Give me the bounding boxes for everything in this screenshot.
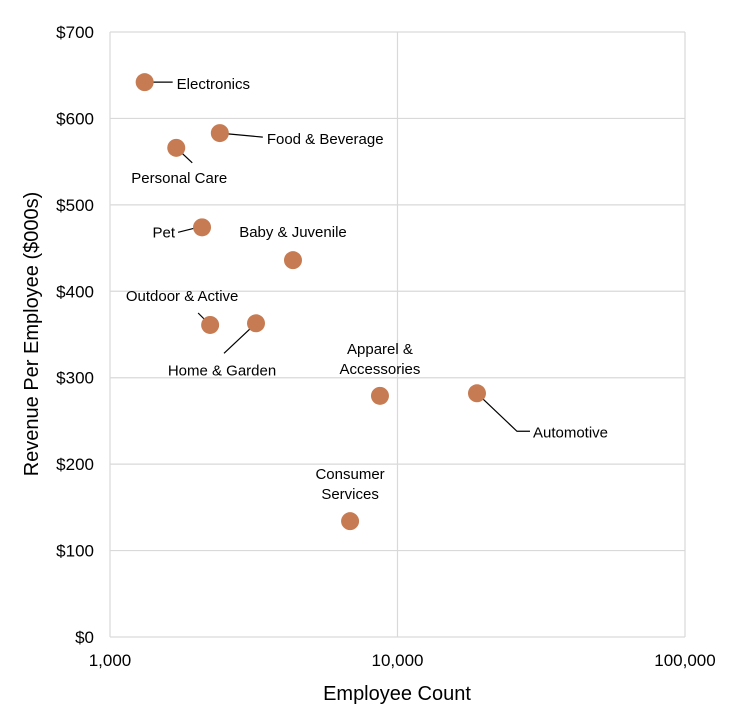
x-tick-label: 100,000 <box>654 651 715 670</box>
data-label: Baby & Juvenile <box>239 224 347 241</box>
data-label: Food & Beverage <box>267 131 384 148</box>
data-point <box>467 384 486 403</box>
y-tick-label: $100 <box>56 542 94 561</box>
y-tick-label: $600 <box>56 109 94 128</box>
data-label: Automotive <box>533 424 608 441</box>
data-label: Consumer Services <box>315 466 384 503</box>
leader-line <box>476 392 530 432</box>
data-label: Apparel & Accessories <box>340 341 421 378</box>
data-label: Electronics <box>177 76 250 93</box>
x-tick-label: 10,000 <box>372 651 424 670</box>
y-tick-label: $400 <box>56 282 94 301</box>
data-label: Pet <box>153 224 176 241</box>
data-point <box>167 138 186 157</box>
data-point <box>341 512 360 531</box>
y-tick-label: $300 <box>56 369 94 388</box>
data-point <box>193 218 212 237</box>
x-tick-label: 1,000 <box>89 651 132 670</box>
data-point <box>201 315 220 334</box>
y-axis-ticks: $0 $100 $200 $300 $400 $500 $600 $700 <box>56 23 94 647</box>
x-axis-ticks: 1,000 10,000 100,000 <box>89 651 716 670</box>
data-labels: Electronics Food & Beverage Personal Care P… <box>126 76 608 503</box>
data-point <box>247 314 266 333</box>
data-label: Home & Garden <box>168 362 276 379</box>
data-point <box>283 251 302 270</box>
data-point <box>210 124 229 143</box>
data-point <box>135 73 154 92</box>
data-label: Personal Care <box>131 170 227 187</box>
y-tick-label: $0 <box>75 628 94 647</box>
y-tick-label: $500 <box>56 196 94 215</box>
data-points <box>135 73 486 531</box>
y-tick-label: $200 <box>56 455 94 474</box>
y-axis-title: Revenue Per Employee ($000s) <box>21 192 43 477</box>
gridlines <box>109 31 686 638</box>
data-label: Outdoor & Active <box>126 288 239 305</box>
data-point <box>370 386 389 405</box>
x-axis-title: Employee Count <box>323 683 471 705</box>
y-tick-label: $700 <box>56 23 94 42</box>
